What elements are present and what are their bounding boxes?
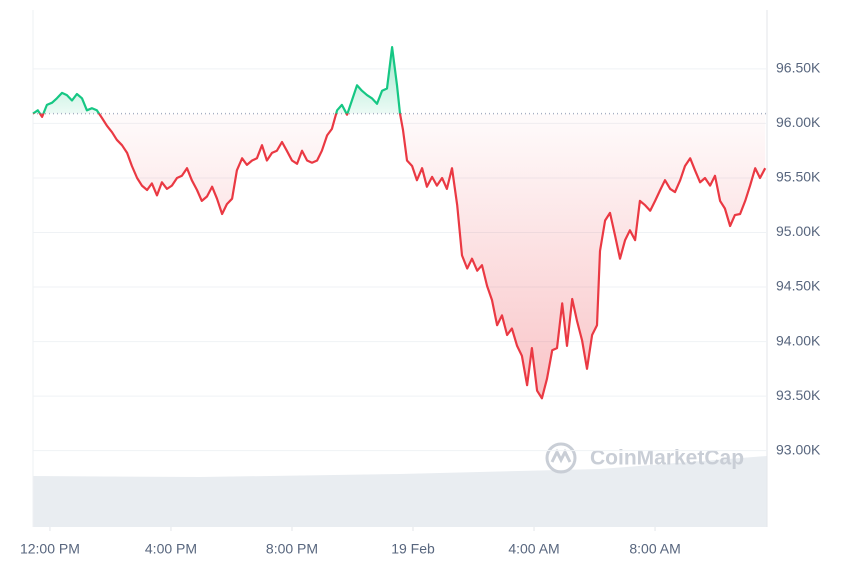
- x-tick-label: 8:00 PM: [266, 541, 318, 557]
- x-tick-label: 4:00 AM: [508, 541, 559, 557]
- y-tick-label: 96.50K: [776, 60, 821, 76]
- watermark-logo-mark: [550, 448, 572, 464]
- y-tick-label: 95.50K: [776, 169, 821, 185]
- watermark-text: CoinMarketCap: [590, 447, 744, 470]
- y-tick-label: 96.00K: [776, 114, 821, 130]
- y-tick-label: 95.00K: [776, 223, 821, 239]
- x-tick-label: 19 Feb: [391, 541, 435, 557]
- watermark: CoinMarketCap: [545, 442, 744, 474]
- volume-area: [33, 456, 767, 527]
- x-tick-label: 8:00 AM: [629, 541, 680, 557]
- area-fill: [33, 47, 766, 399]
- x-tick-label: 4:00 PM: [145, 541, 197, 557]
- price-line: [32, 46, 767, 400]
- y-tick-label: 93.00K: [776, 441, 821, 457]
- watermark-logo: [545, 442, 577, 474]
- x-tick-label: 12:00 PM: [20, 541, 80, 557]
- y-tick-label: 93.50K: [776, 387, 821, 403]
- y-tick-label: 94.00K: [776, 332, 821, 348]
- y-tick-label: 94.50K: [776, 278, 821, 294]
